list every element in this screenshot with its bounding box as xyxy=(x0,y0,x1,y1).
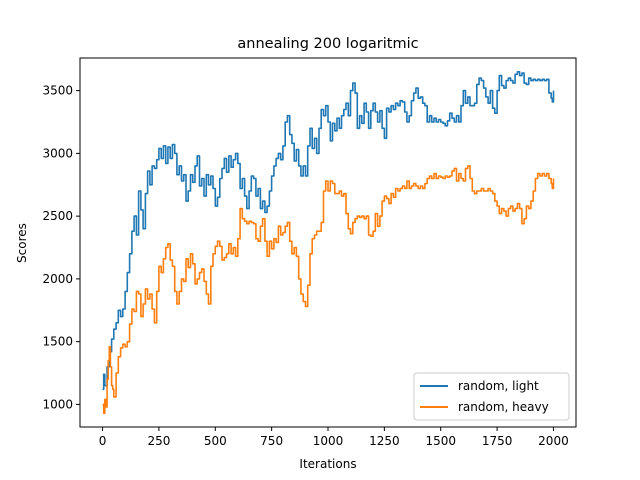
x-tick-label: 500 xyxy=(204,434,227,448)
legend-label-random-heavy: random, heavy xyxy=(458,400,549,414)
x-tick-label: 750 xyxy=(260,434,283,448)
plot-area: 0 250 500 750 1000 1250 1500 1750 2000 1000 1500 2… xyxy=(42,57,577,448)
x-axis-label: Iterations xyxy=(299,457,356,471)
y-tick-label: 3500 xyxy=(42,84,73,98)
y-tick-label: 1500 xyxy=(42,335,73,349)
chart-title: annealing 200 logaritmic xyxy=(237,36,418,52)
x-tick-label: 1250 xyxy=(369,434,400,448)
legend-label-random-light: random, light xyxy=(458,379,539,393)
x-tick-label: 0 xyxy=(99,434,107,448)
x-axis-ticks: 0 250 500 750 1000 1250 1500 1750 2000 xyxy=(99,427,569,448)
y-tick-label: 1000 xyxy=(42,397,73,411)
y-tick-label: 2000 xyxy=(42,272,73,286)
x-tick-label: 2000 xyxy=(538,434,569,448)
x-tick-label: 250 xyxy=(147,434,170,448)
y-tick-label: 2500 xyxy=(42,209,73,223)
series-line-random-light xyxy=(102,71,555,391)
series-line-random-heavy xyxy=(102,165,555,414)
x-tick-label: 1750 xyxy=(482,434,513,448)
series-layer xyxy=(102,71,555,414)
legend: random, light random, heavy xyxy=(413,372,570,421)
x-tick-label: 1000 xyxy=(313,434,344,448)
legend-box xyxy=(413,372,570,421)
y-axis-ticks: 1000 1500 2000 2500 3000 3500 xyxy=(42,84,80,411)
y-axis-label: Scores xyxy=(15,223,29,263)
y-tick-label: 3000 xyxy=(42,146,73,160)
x-tick-label: 1500 xyxy=(425,434,456,448)
